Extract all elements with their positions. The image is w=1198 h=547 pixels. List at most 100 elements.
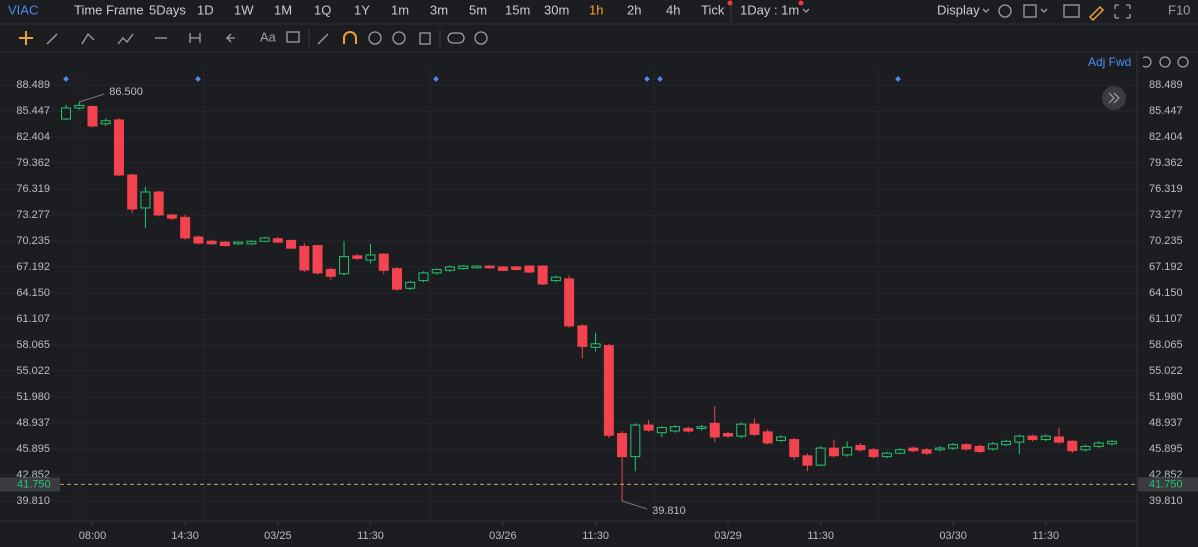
time-frame[interactable]: Time Frame [74, 2, 144, 17]
candle-body [709, 422, 720, 438]
candle-body [312, 245, 323, 274]
link-tool[interactable] [447, 32, 465, 44]
camera-icon[interactable] [1063, 4, 1080, 18]
y-tick-label: 79.362 [16, 157, 50, 169]
interval[interactable]: 1Day : 1m [740, 2, 799, 17]
period-button[interactable]: 1h [589, 2, 603, 17]
event-marker[interactable] [657, 76, 663, 82]
candle-body [656, 427, 667, 434]
y-tick-label: 64.150 [1149, 287, 1183, 299]
candle-body [524, 265, 535, 273]
delete-tool[interactable] [419, 32, 431, 45]
pen-icon[interactable] [1088, 5, 1105, 22]
x-tick-label: 03/29 [714, 530, 742, 542]
candle-body [683, 427, 694, 432]
candle-body [1027, 435, 1038, 441]
candle-body [948, 444, 959, 449]
candle-body [590, 343, 601, 348]
arrow-tool[interactable] [225, 33, 235, 43]
period-button[interactable]: 1Y [354, 2, 370, 17]
y-tick-label: 64.150 [16, 287, 50, 299]
line-tool[interactable] [46, 33, 58, 45]
reset-icon[interactable] [1142, 56, 1152, 68]
candle-body [1014, 435, 1025, 443]
price-label: 41.750 [1149, 478, 1183, 490]
y-tick-label: 85.447 [1149, 105, 1183, 117]
candle-body [431, 268, 442, 274]
symbol[interactable]: VIAC [8, 2, 38, 17]
candle-body [365, 254, 376, 261]
y-tick-label: 55.022 [1149, 365, 1183, 377]
candle-body [339, 256, 350, 275]
f10[interactable]: F10 [1168, 2, 1190, 17]
candle-body [74, 104, 85, 109]
period-button[interactable]: 1W [234, 2, 254, 17]
candle-body [537, 265, 548, 285]
period-button[interactable]: 3m [430, 2, 448, 17]
candle-body [259, 237, 270, 242]
x-tick-label: 14:30 [171, 530, 199, 542]
lock-tool[interactable] [368, 31, 382, 45]
path-tool[interactable] [117, 33, 134, 45]
period-button[interactable]: 15m [505, 2, 530, 17]
y-tick-label: 48.937 [16, 417, 50, 429]
candle-body [1001, 440, 1012, 446]
dropdown[interactable] [982, 8, 990, 13]
y-tick-label: 55.022 [16, 365, 50, 377]
magnet-tool[interactable] [343, 31, 357, 44]
candle-body [617, 433, 628, 458]
x-tick-label: 08:00 [79, 530, 107, 542]
candle-body [603, 345, 614, 436]
measure-tool[interactable] [189, 33, 201, 43]
scroll-icon [1108, 92, 1120, 104]
tool-settings[interactable] [474, 31, 488, 45]
cursor-tool[interactable] [19, 31, 33, 45]
candle-body [166, 214, 177, 219]
zoom-in-icon[interactable] [1177, 56, 1189, 68]
x-tick-label: 03/25 [264, 530, 292, 542]
trend-tool[interactable] [81, 32, 95, 45]
candle-body [974, 445, 985, 453]
settings-icon[interactable] [998, 4, 1012, 18]
candle-body [789, 439, 800, 458]
event-marker[interactable] [195, 76, 201, 82]
y-tick-label: 45.895 [16, 443, 50, 455]
zoom-out-icon[interactable] [1159, 56, 1171, 68]
event-marker[interactable] [433, 76, 439, 82]
display[interactable]: Display [937, 2, 980, 17]
dropdown[interactable] [802, 8, 810, 13]
period-button[interactable]: 1Q [314, 2, 331, 17]
period-button[interactable]: Tick [701, 2, 725, 17]
period-button[interactable]: 5m [469, 2, 487, 17]
candle-body [815, 447, 826, 466]
adjust-mode[interactable]: Adj Fwd [1088, 55, 1131, 69]
checkbox-icon[interactable] [1023, 4, 1037, 18]
fullscreen-icon[interactable] [1114, 4, 1131, 19]
candle-body [577, 325, 588, 347]
period-button[interactable]: 5Days [149, 2, 186, 17]
period-button[interactable]: 30m [544, 2, 569, 17]
candle-body [458, 265, 469, 270]
event-marker[interactable] [644, 76, 650, 82]
period-button[interactable]: 1m [391, 2, 409, 17]
hide-tool[interactable] [392, 31, 406, 45]
period-button[interactable]: 1D [197, 2, 214, 17]
candle-body [723, 433, 733, 437]
candle-body [484, 265, 495, 269]
period-button[interactable]: 2h [627, 2, 641, 17]
candle-body [550, 276, 561, 282]
ruler-tool[interactable] [317, 33, 329, 45]
dropdown[interactable] [1040, 8, 1048, 13]
note-tool[interactable] [286, 31, 300, 43]
y-tick-label: 88.489 [1149, 79, 1183, 91]
candle-body [272, 238, 283, 243]
text-tool[interactable]: Aa [260, 29, 277, 44]
candle-body [881, 452, 892, 458]
candle-body [286, 239, 297, 249]
event-marker[interactable] [895, 76, 901, 82]
candle-body [749, 423, 760, 435]
period-button[interactable]: 1M [274, 2, 292, 17]
period-button[interactable]: 4h [666, 2, 680, 17]
dot [727, 0, 733, 6]
